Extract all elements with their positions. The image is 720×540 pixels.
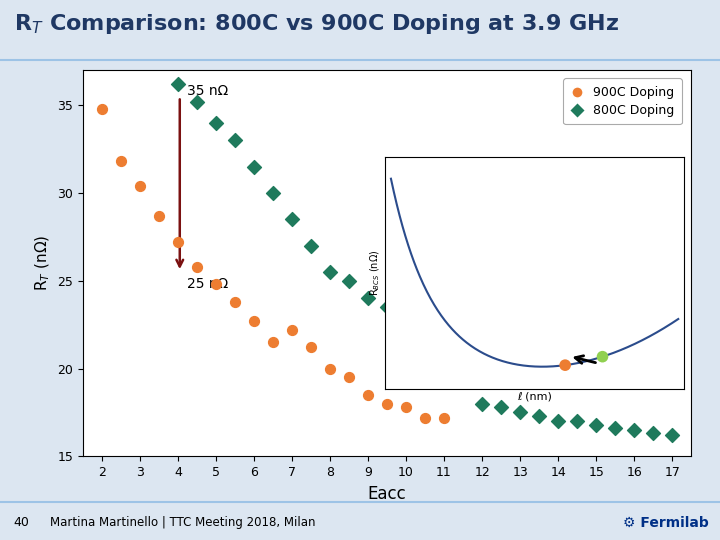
Point [552,417,564,426]
Point [305,343,317,352]
Point [229,298,240,306]
Point [667,431,678,440]
Text: ⚙ Fermilab: ⚙ Fermilab [623,516,708,530]
Point [343,373,355,382]
Point [419,414,431,422]
Point [248,317,260,326]
Point [382,303,393,312]
Y-axis label: R$_{BCS}$ (nΩ): R$_{BCS}$ (nΩ) [369,249,382,296]
Point [559,361,571,369]
Point [419,329,431,338]
Legend: 900C Doping, 800C Doping: 900C Doping, 800C Doping [563,78,682,124]
Point [438,414,450,422]
Y-axis label: R$_T$ (nΩ): R$_T$ (nΩ) [33,235,52,292]
Point [400,320,412,329]
Point [172,80,184,89]
Point [343,276,355,285]
Point [191,97,202,106]
Point [495,403,507,411]
Point [438,338,450,347]
X-axis label: Eacc: Eacc [368,484,406,503]
Point [267,338,279,347]
Point [96,105,107,113]
Point [514,408,526,417]
Point [572,417,583,426]
Point [172,238,184,247]
Point [400,403,412,411]
Point [210,119,222,127]
Point [286,215,297,224]
Text: 40: 40 [13,516,29,530]
Point [305,241,317,250]
Point [477,400,488,408]
Point [229,136,240,145]
Point [534,411,545,420]
Text: 25 nΩ: 25 nΩ [187,278,229,291]
Point [267,189,279,198]
Text: Martina Martinello | TTC Meeting 2018, Milan: Martina Martinello | TTC Meeting 2018, M… [50,516,316,530]
Text: R$_T$ Comparison: 800C vs 900C Doping at 3.9 GHz: R$_T$ Comparison: 800C vs 900C Doping at… [14,12,620,36]
Point [115,157,127,166]
Point [191,262,202,271]
Point [362,390,374,399]
Point [324,364,336,373]
Point [647,429,659,438]
Point [382,400,393,408]
Point [286,326,297,334]
Point [153,212,165,220]
Point [609,424,621,433]
Point [210,280,222,289]
Point [597,352,608,361]
Point [134,182,145,191]
Text: 35 nΩ: 35 nΩ [187,84,229,98]
X-axis label: ℓ (nm): ℓ (nm) [517,392,552,402]
Point [324,268,336,276]
Point [590,421,602,429]
Point [629,426,640,434]
Point [362,294,374,302]
Point [248,163,260,171]
